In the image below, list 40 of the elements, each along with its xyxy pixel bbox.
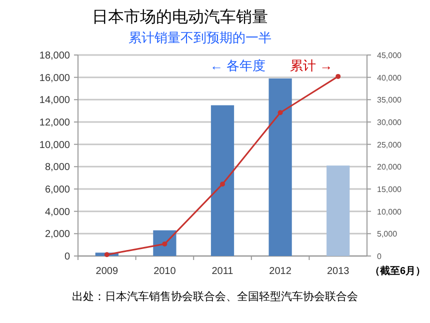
x-tick-label: 2012 — [269, 266, 292, 277]
chart-subtitle: 累计销量不到预期的一半 — [128, 30, 272, 45]
x-tick-label: 2011 — [212, 266, 234, 277]
y-tick-label: 2,000 — [44, 229, 70, 240]
bar — [153, 230, 176, 256]
text: （截至6月） — [370, 265, 426, 277]
y2-tick-label: 35,000 — [377, 96, 402, 105]
bar — [268, 78, 292, 256]
y2-tick-label: 40,000 — [377, 73, 402, 82]
y-tick-label: 14,000 — [39, 95, 70, 106]
bar — [326, 166, 350, 256]
y2-tick-label: 45,000 — [377, 51, 402, 60]
y2-tick-label: 15,000 — [377, 185, 402, 194]
y-tick-label: 10,000 — [39, 140, 70, 151]
y-tick-label: 8,000 — [44, 162, 70, 174]
point — [336, 74, 341, 79]
point — [278, 110, 283, 116]
y-tick-label: 18,000 — [39, 50, 70, 62]
y-tick-label: 0 — [64, 252, 70, 262]
y2-tick-label: 25,000 — [377, 140, 402, 150]
x-tick-label: 2009 — [96, 266, 118, 277]
x-tick-label: 2010 — [154, 266, 176, 277]
y2-tick-label: 20,000 — [377, 162, 402, 172]
text: 出处：日本汽车销售协会联合会、全国轻型汽车协会联合会 — [72, 290, 358, 303]
chart-title: 日本市场的电动汽车销量 — [92, 8, 268, 26]
annotation: ← 各年度 — [210, 58, 266, 73]
y2-tick-label: 30,000 — [377, 118, 402, 127]
y-tick-label: 6,000 — [44, 184, 70, 196]
y-tick-label: 16,000 — [39, 72, 70, 84]
y2-tick-label: 10,000 — [377, 207, 402, 216]
x-tick-label: 2013 — [326, 266, 350, 277]
bar — [210, 105, 234, 256]
point — [220, 182, 225, 187]
point — [162, 241, 168, 246]
annotation: 累计 → — [290, 58, 333, 73]
y2-tick-label: 0 — [377, 252, 382, 261]
y-tick-label: 12,000 — [39, 118, 70, 128]
y-tick-label: 4,000 — [44, 206, 70, 218]
y2-tick-label: 5,000 — [377, 230, 398, 239]
point — [104, 252, 110, 258]
